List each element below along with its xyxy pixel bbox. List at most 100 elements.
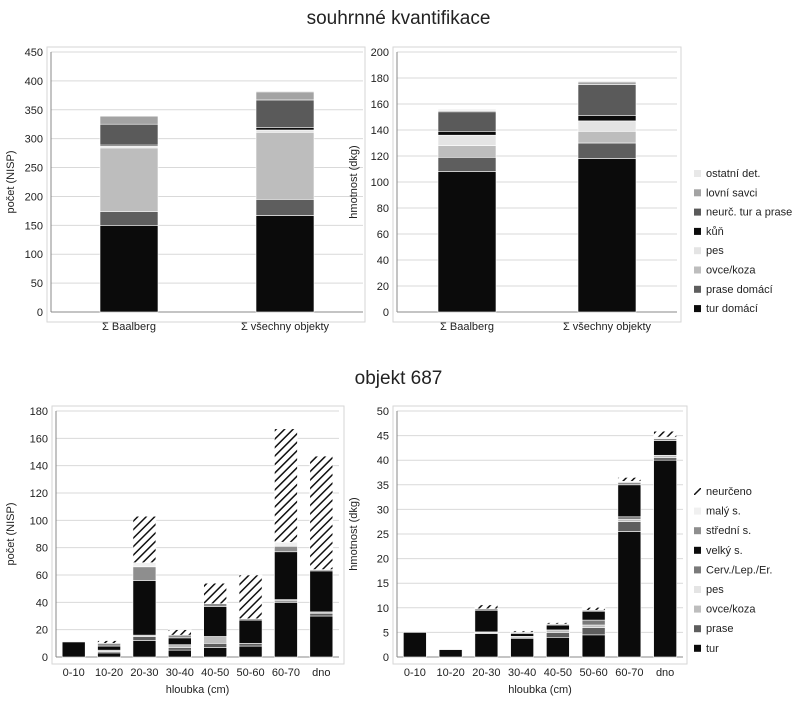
bar-segment-velky-s-20-30 [474, 609, 499, 633]
x-tick-label: 50-60 [236, 667, 264, 679]
y-tick-label: 200 [371, 47, 389, 59]
bar-segment-neurceno-60-70 [274, 428, 298, 543]
bar-segment-ovce-koza-40-50 [546, 629, 570, 633]
bar-segment-prase-domaci-sum-vsechny-objekty [577, 142, 637, 159]
bar-segment-velky-s-50-60 [238, 619, 263, 644]
bar-segment-ovce-koza-sum-vsechny-objekty [577, 131, 637, 144]
legend-label: kůň [706, 226, 724, 238]
bar-segment-tur-20-30 [132, 640, 157, 658]
y-tick-label: 350 [25, 105, 43, 117]
legend-label: neurčeno [706, 486, 752, 498]
bar-segment-pes-sum-vsechny-objekty [255, 129, 315, 133]
bar-segment-ostatni-det-sum-vsechny-objekty [577, 80, 637, 83]
bar-segment-ovce-koza-sum-vsechny-objekty [255, 132, 315, 200]
bar-segment-lovni-savci-sum-baalberg [99, 115, 159, 125]
bar-segment-tur-0-10 [61, 641, 86, 658]
x-tick-label: dno [312, 667, 330, 679]
legend: ostatní det. lovní savci neurč. tur a pras… [694, 168, 792, 315]
y-tick-label: 20 [377, 554, 389, 566]
legend-swatch-ostatni-det [694, 170, 701, 177]
y-tick-label: 250 [25, 163, 43, 175]
x-tick-label: dno [656, 667, 674, 679]
plot-frame [51, 405, 345, 665]
legend-label: pes [706, 245, 724, 257]
bar-segment-tur-dno [653, 459, 677, 658]
x-tick-label: 30-40 [166, 667, 194, 679]
legend-label: pes [706, 584, 724, 596]
y-tick-label: 120 [371, 151, 389, 163]
x-tick-label: Σ všechny objekty [241, 321, 330, 333]
legend-label: prase [706, 623, 734, 635]
bar-segment-stredni-s-20-30 [132, 566, 157, 581]
legend-swatch-neurceno [694, 488, 701, 495]
x-tick-label: 20-30 [130, 667, 158, 679]
x-tick-label: 50-60 [580, 667, 608, 679]
y-tick-label: 25 [377, 529, 389, 541]
bar-segment-ovce-koza-sum-baalberg [437, 145, 497, 158]
legend-swatch-tur [694, 644, 701, 652]
bar-segment-velky-s-30-40 [168, 637, 192, 645]
bar-segment-tur-dno [309, 615, 334, 658]
bar-segment-lovni-savci-sum-vsechny-objekty [255, 91, 315, 101]
y-tick-label: 100 [25, 249, 43, 261]
bar-segment-velky-s-dno [309, 570, 334, 613]
bar-segment-prase-dno [653, 457, 677, 461]
bar-segment-tur-40-50 [203, 647, 227, 658]
bar-segment-ostatni-det-sum-baalberg [437, 108, 497, 111]
bar-segment-tur-60-70 [274, 602, 298, 658]
x-tick-label: 0-10 [404, 667, 426, 679]
plot-frame [46, 46, 366, 323]
x-tick-label: Σ Baalberg [440, 321, 494, 333]
y-tick-label: 0 [37, 307, 43, 319]
x-axis-label: hloubka (cm) [166, 684, 230, 696]
bar-segment-tur-domaci-sum-baalberg [437, 171, 497, 313]
legend-swatch-ovce-koza [694, 605, 701, 613]
y-tick-label: 15 [377, 578, 389, 590]
bar-segment-stredni-s-60-70 [274, 545, 298, 553]
bar-segment-prase-20-30 [132, 636, 157, 641]
x-tick-label: 10-20 [437, 667, 465, 679]
bar-segment-cerv-lep-er-60-70 [617, 516, 642, 520]
x-tick-label: 20-30 [472, 667, 500, 679]
y-tick-label: 400 [25, 76, 43, 88]
y-tick-label: 0 [383, 307, 389, 319]
y-axis-label: počet (NISP) [5, 503, 17, 566]
bar-segment-velky-s-50-60 [581, 610, 606, 621]
legend-label: tur domácí [706, 303, 758, 315]
x-tick-label: 0-10 [63, 667, 85, 679]
bar-segment-tur-0-10 [403, 632, 427, 658]
x-tick-label: 40-50 [201, 667, 229, 679]
legend-swatch-pes [694, 586, 701, 593]
bar-segment-maly-s-20-30 [132, 562, 157, 568]
bar-segment-neurceno-dno [653, 430, 677, 438]
y-tick-label: 120 [30, 488, 48, 500]
y-tick-label: 160 [371, 99, 389, 111]
y-tick-label: 80 [377, 203, 389, 215]
bar-segment-neurceno-20-30 [474, 604, 499, 610]
bar-segment-tur-10-20 [438, 649, 463, 658]
y-tick-label: 10 [377, 603, 389, 615]
bar-segment-prase-domaci-sum-vsechny-objekty [255, 199, 315, 216]
bar-segment-ovce-koza-sum-baalberg [99, 147, 159, 212]
bar-segment-velky-s-40-50 [546, 624, 570, 631]
y-tick-label: 40 [36, 597, 48, 609]
legend-label: tur [706, 643, 719, 655]
legend-swatch-cerv-lep-er [694, 566, 701, 574]
chart-nisp-object-687: 0 20 40 60 80 100 120 140 160 180 počet (NISP) 0-10… [5, 405, 345, 696]
bar-segment-tur-60-70 [617, 531, 642, 658]
y-tick-label: 140 [371, 125, 389, 137]
x-tick-label: 30-40 [508, 667, 536, 679]
bar-segment-pes-sum-baalberg [437, 134, 497, 146]
bar-segment-prase-50-60 [581, 627, 606, 636]
y-tick-label: 30 [377, 504, 389, 516]
legend-swatch-tur-domaci [694, 305, 701, 313]
y-tick-label: 20 [36, 625, 48, 637]
bar-segment-prase-60-70 [617, 521, 642, 532]
legend-swatch-velky-s [694, 546, 701, 554]
legend-swatch-maly-s [694, 507, 701, 515]
y-tick-label: 40 [377, 455, 389, 467]
legend-swatch-prase-domaci [694, 285, 701, 293]
bar-segment-velky-s-20-30 [132, 580, 157, 636]
y-tick-label: 0 [383, 652, 389, 664]
legend-label: malý s. [706, 506, 741, 518]
